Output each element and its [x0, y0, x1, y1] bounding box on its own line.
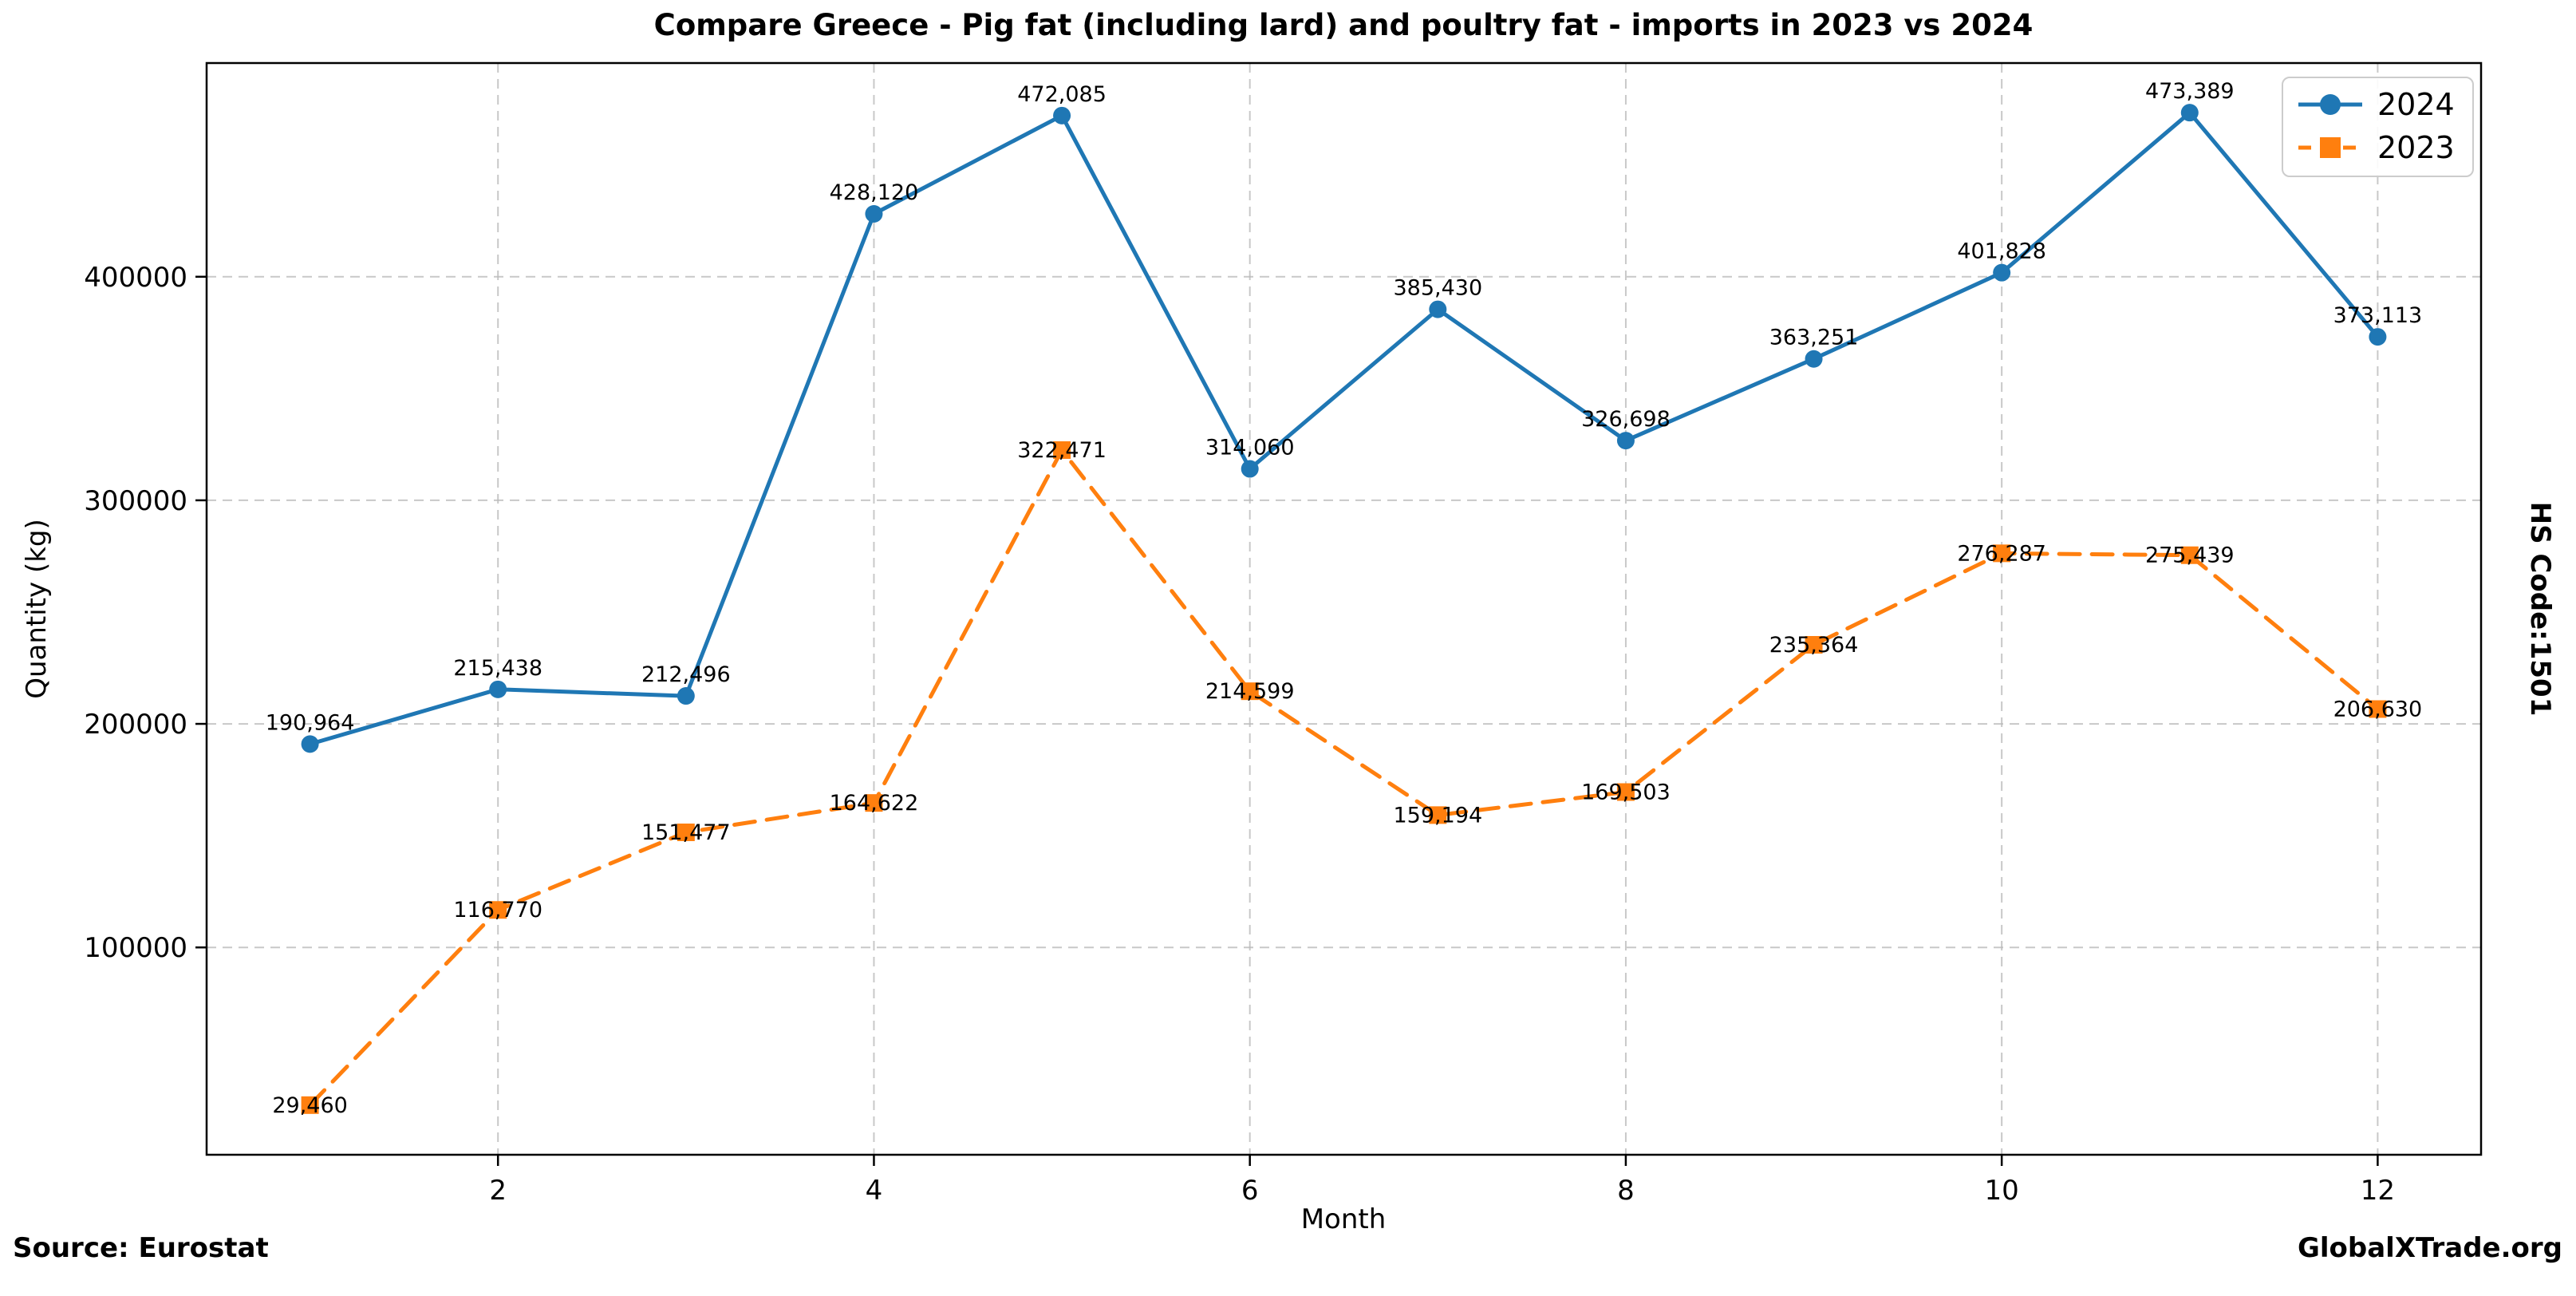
marker-2023 — [865, 794, 883, 812]
marker-2024 — [1993, 263, 2011, 282]
source-attribution: Source: Eurostat — [13, 1232, 269, 1264]
point-label-2024: 385,430 — [1393, 276, 1482, 301]
marker-2023 — [1805, 635, 1823, 654]
point-label-2024: 212,496 — [641, 662, 731, 687]
point-label-2024: 314,060 — [1205, 436, 1295, 460]
watermark-text: GlobalXTrade.org — [2297, 1232, 2562, 1264]
series-line-2023 — [308, 448, 2380, 1108]
marker-2023 — [2369, 700, 2387, 718]
point-label-2023: 214,599 — [1205, 679, 1295, 704]
legend-item-2023: 2023 — [2296, 131, 2455, 164]
point-label-2024: 473,389 — [2145, 79, 2235, 104]
y-tick-label: 300000 — [84, 485, 187, 517]
point-label-2023: 169,503 — [1581, 780, 1671, 804]
legend-item-2024: 2024 — [2296, 88, 2455, 121]
point-label-2023: 206,630 — [2333, 697, 2423, 721]
point-label-2024: 373,113 — [2333, 303, 2423, 328]
marker-2023 — [301, 1096, 319, 1114]
point-label-2024: 472,085 — [1017, 82, 1107, 107]
legend: 2024 2023 — [2282, 77, 2474, 177]
x-tick-label: 2 — [489, 1175, 507, 1207]
x-axis-label: Month — [1300, 1203, 1387, 1235]
legend-sample-2024-line-icon — [2298, 94, 2362, 115]
y-tick-label: 200000 — [84, 709, 187, 741]
axes-spines — [205, 61, 2483, 1156]
marker-2023 — [677, 823, 695, 841]
marker-2024 — [1053, 106, 1071, 124]
point-label-2023: 322,471 — [1017, 438, 1107, 463]
marker-2024 — [677, 687, 695, 705]
marker-2024 — [1616, 432, 1635, 450]
point-label-2024: 363,251 — [1769, 326, 1859, 350]
marker-2024 — [1241, 460, 1259, 478]
x-tick-label: 4 — [866, 1175, 883, 1207]
point-label-2023: 116,770 — [453, 898, 542, 923]
legend-label-2024: 2024 — [2377, 87, 2455, 122]
marker-2023 — [2180, 546, 2199, 564]
marker-2023 — [489, 901, 507, 919]
marker-2024 — [1429, 300, 1447, 318]
point-label-2023: 151,477 — [641, 820, 731, 845]
chart-title: Compare Greece - Pig fat (including lard… — [653, 8, 2034, 42]
legend-sample-2023-line-icon — [2298, 137, 2362, 158]
point-label-2023: 235,364 — [1769, 633, 1859, 658]
x-tick-label: 6 — [1241, 1175, 1259, 1207]
point-label-2024: 326,698 — [1581, 407, 1671, 432]
marker-2024 — [489, 680, 507, 698]
point-label-2024: 401,828 — [1957, 239, 2046, 264]
legend-label-2023: 2023 — [2377, 130, 2455, 165]
y-tick-label: 100000 — [84, 932, 187, 964]
y-tick-label: 400000 — [84, 262, 187, 294]
marker-2024 — [2369, 328, 2387, 346]
y-axis-label: Quantity (kg) — [21, 519, 53, 699]
point-label-2024: 190,964 — [266, 710, 355, 735]
point-label-2024: 215,438 — [453, 656, 542, 681]
point-label-2023: 164,622 — [830, 791, 919, 816]
x-tick-label: 12 — [2361, 1175, 2395, 1207]
point-label-2023: 275,439 — [2145, 543, 2235, 568]
point-label-2023: 159,194 — [1393, 803, 1482, 828]
marker-2023 — [1429, 806, 1447, 824]
x-tick-label: 8 — [1617, 1175, 1635, 1207]
marker-2023 — [1241, 682, 1259, 701]
point-label-2023: 276,287 — [1957, 541, 2046, 566]
hs-code-label: HS Code:1501 — [2524, 501, 2556, 717]
marker-2024 — [2180, 104, 2199, 122]
x-tick-label: 10 — [1985, 1175, 2019, 1207]
marker-2023 — [1053, 441, 1071, 459]
point-label-2024: 428,120 — [830, 180, 919, 205]
marker-2024 — [865, 205, 883, 223]
marker-2023 — [1993, 544, 2011, 563]
point-label-2023: 29,460 — [272, 1093, 347, 1118]
marker-2024 — [1805, 350, 1823, 368]
marker-2024 — [301, 735, 319, 753]
marker-2023 — [1616, 783, 1635, 801]
series-line-2024 — [308, 110, 2380, 746]
